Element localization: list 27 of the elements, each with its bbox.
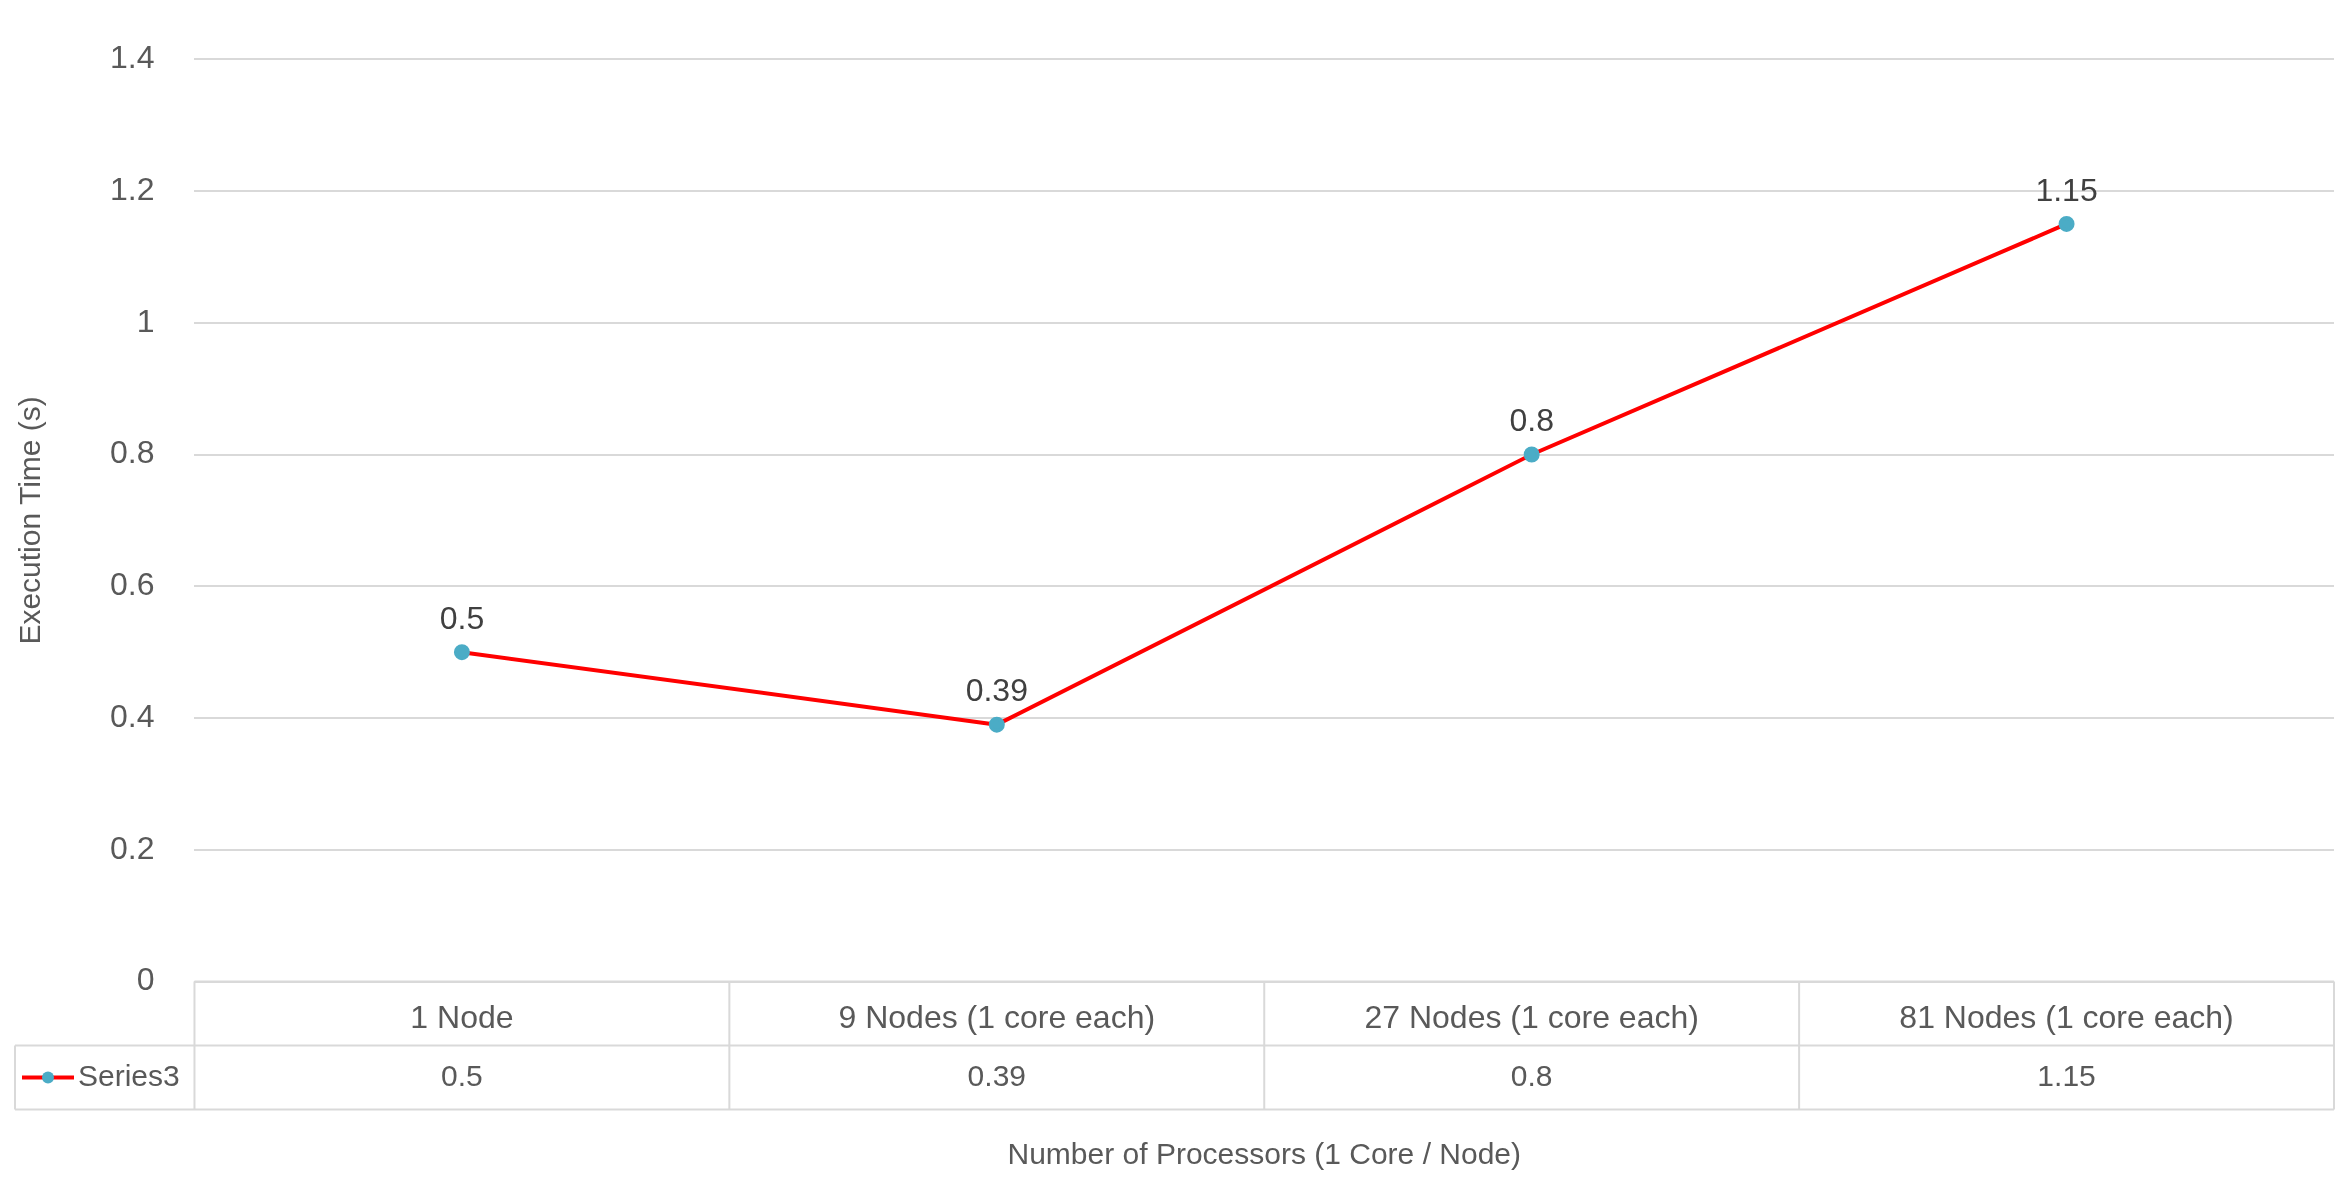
x-tick-label: 81 Nodes (1 core each) (1899, 998, 2234, 1035)
annotation: 1.15 (2035, 171, 2098, 208)
x-tick-label: 9 Nodes (1 core each) (838, 998, 1156, 1035)
x-axis-title: Number of Processors (1 Core / Node) (1007, 1137, 1521, 1171)
y-tick-label: 0.8 (110, 434, 155, 471)
x-tick-label: 1 Node (410, 998, 514, 1035)
point (453, 644, 470, 661)
y-tick-label: 0.6 (110, 566, 155, 603)
y-tick-label: 1 (136, 302, 155, 339)
point (2058, 215, 2075, 232)
annotation: 0.8 (1509, 402, 1554, 439)
y-tick-label: 0 (136, 961, 155, 998)
annotation: 0.39 (965, 672, 1028, 709)
data-label: 1.15 (2037, 1058, 2096, 1092)
x-tick-label: 27 Nodes (1 core each) (1364, 998, 1699, 1035)
point (988, 716, 1005, 733)
data-label: 0.39 (967, 1058, 1026, 1092)
legend-label: Series3 (78, 1058, 180, 1092)
annotation: 0.5 (439, 600, 485, 636)
data-label: 0.5 (441, 1058, 483, 1092)
y-tick-label: 1.4 (110, 39, 155, 76)
y-tick-label: 1.2 (110, 170, 155, 207)
point (1523, 446, 1540, 463)
y-tick-label: 0.4 (110, 697, 155, 734)
y-tick-label: 0.2 (110, 829, 155, 866)
data-label: 0.8 (1510, 1058, 1553, 1092)
y-axis-title: Execution Time (s) (13, 396, 47, 645)
